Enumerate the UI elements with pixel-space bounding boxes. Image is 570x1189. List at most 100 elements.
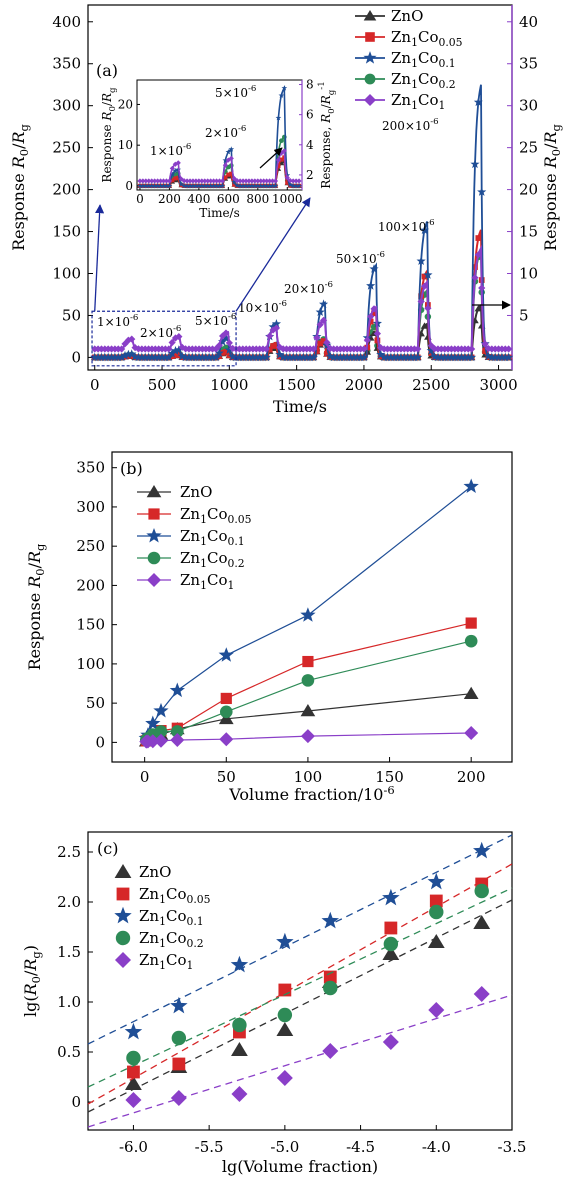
inset-point xyxy=(279,138,284,144)
legend-label-0: ZnO xyxy=(391,7,423,25)
inset-point xyxy=(257,182,264,189)
data-point xyxy=(376,349,386,359)
data-point xyxy=(298,352,308,362)
data-point xyxy=(230,955,249,973)
data-point xyxy=(356,352,366,362)
inset-point xyxy=(176,175,181,180)
data-point xyxy=(345,352,356,362)
data-point xyxy=(275,349,285,359)
inset-point xyxy=(196,178,202,184)
data-point xyxy=(473,986,490,1002)
y-tick-label: 200 xyxy=(76,576,105,594)
y2-axis-label: Response R0/Rg xyxy=(541,123,563,250)
data-point xyxy=(393,352,403,362)
data-point xyxy=(446,352,456,362)
x-tick-label: 2000 xyxy=(345,376,383,394)
data-point xyxy=(90,352,100,362)
legend-marker xyxy=(147,573,161,587)
data-point xyxy=(144,352,154,362)
data-point xyxy=(497,352,507,362)
data-point xyxy=(225,339,233,347)
data-point xyxy=(125,1092,142,1108)
data-point xyxy=(103,352,113,362)
inset-annotation-2: 5×10-6 xyxy=(215,84,256,100)
data-point xyxy=(187,352,197,362)
x-tick-label: -6.0 xyxy=(119,1138,148,1156)
y-tick-label: 2.5 xyxy=(57,843,81,861)
inset-point xyxy=(213,178,220,184)
data-point xyxy=(504,352,514,362)
data-point xyxy=(224,345,234,354)
data-point xyxy=(427,934,445,948)
series-line-Zn1Co0.2 xyxy=(94,249,510,359)
inset-point xyxy=(255,178,261,184)
annotation-7: 200×10-6 xyxy=(382,117,439,133)
data-point xyxy=(223,348,229,355)
data-point xyxy=(276,1022,294,1036)
inset-point xyxy=(243,178,249,184)
inset-x-axis-label: Time/s xyxy=(199,206,240,220)
data-point xyxy=(316,321,324,329)
data-point xyxy=(424,304,432,312)
data-point xyxy=(150,352,160,362)
series-markers-Zn1Co1 xyxy=(91,251,513,353)
inset: 0 200 400 600 800 1000 0 10 20 2 4 6 8 Time/s Response… xyxy=(100,78,337,220)
data-point xyxy=(170,733,185,748)
data-point xyxy=(373,329,381,338)
legend-label-4: Zn1Co1 xyxy=(180,571,234,592)
data-point xyxy=(212,345,220,353)
inset-point xyxy=(249,182,255,189)
data-point xyxy=(305,352,315,362)
data-point xyxy=(456,352,467,362)
inset-point xyxy=(173,176,178,181)
annotation-2: 5×10-6 xyxy=(195,312,236,328)
data-point xyxy=(174,345,184,354)
data-point xyxy=(301,674,315,687)
zoom-box xyxy=(91,310,237,367)
data-point xyxy=(270,343,276,349)
y-tick-label: 0 xyxy=(71,1093,81,1111)
legend-marker xyxy=(146,528,162,543)
data-point xyxy=(261,352,271,362)
data-point xyxy=(413,352,423,362)
data-point xyxy=(320,338,327,344)
data-point xyxy=(300,703,316,717)
data-point xyxy=(140,352,150,362)
data-point xyxy=(339,352,349,362)
data-point xyxy=(342,352,352,362)
inset-y2-tick-label: 4 xyxy=(306,138,314,152)
inset-y2-tick-label: 6 xyxy=(306,108,314,122)
data-point xyxy=(416,256,426,265)
data-point xyxy=(315,307,325,316)
inset-point xyxy=(255,182,261,189)
inset-point xyxy=(151,182,158,189)
series-markers-Zn1Co1 xyxy=(125,986,490,1108)
legend-marker xyxy=(364,94,376,106)
legend-label-2: Zn1Co0.1 xyxy=(391,49,456,70)
fit-line-Zn1Co0.2 xyxy=(87,887,513,1088)
y-tick-label: 0.5 xyxy=(57,1043,81,1061)
y-axis-label: Response R0/Rg xyxy=(25,543,47,670)
inset-point xyxy=(281,85,288,91)
panel-a: 0 500 1000 1500 2000 2500 30000501001502002503… xyxy=(9,4,563,416)
legend-marker xyxy=(114,864,132,878)
x-tick-label: 50 xyxy=(217,768,236,786)
data-point xyxy=(332,352,342,362)
data-point xyxy=(125,1076,142,1090)
x-tick-label: 1000 xyxy=(210,376,248,394)
data-point xyxy=(317,340,324,347)
inset-x-tick-label: 400 xyxy=(187,192,210,206)
series-markers-Zn1Co0.05 xyxy=(91,235,512,361)
data-point xyxy=(382,946,400,960)
data-point xyxy=(386,352,396,362)
data-point xyxy=(110,352,120,362)
data-point xyxy=(255,352,265,362)
data-point xyxy=(218,336,228,346)
inset-x-tick-label: 1000 xyxy=(272,192,303,206)
data-point xyxy=(153,733,168,748)
data-point xyxy=(500,352,510,362)
legend-label-3: Zn1Co0.2 xyxy=(180,549,245,570)
data-point xyxy=(470,159,480,169)
data-point xyxy=(383,936,399,952)
data-point xyxy=(473,97,483,107)
